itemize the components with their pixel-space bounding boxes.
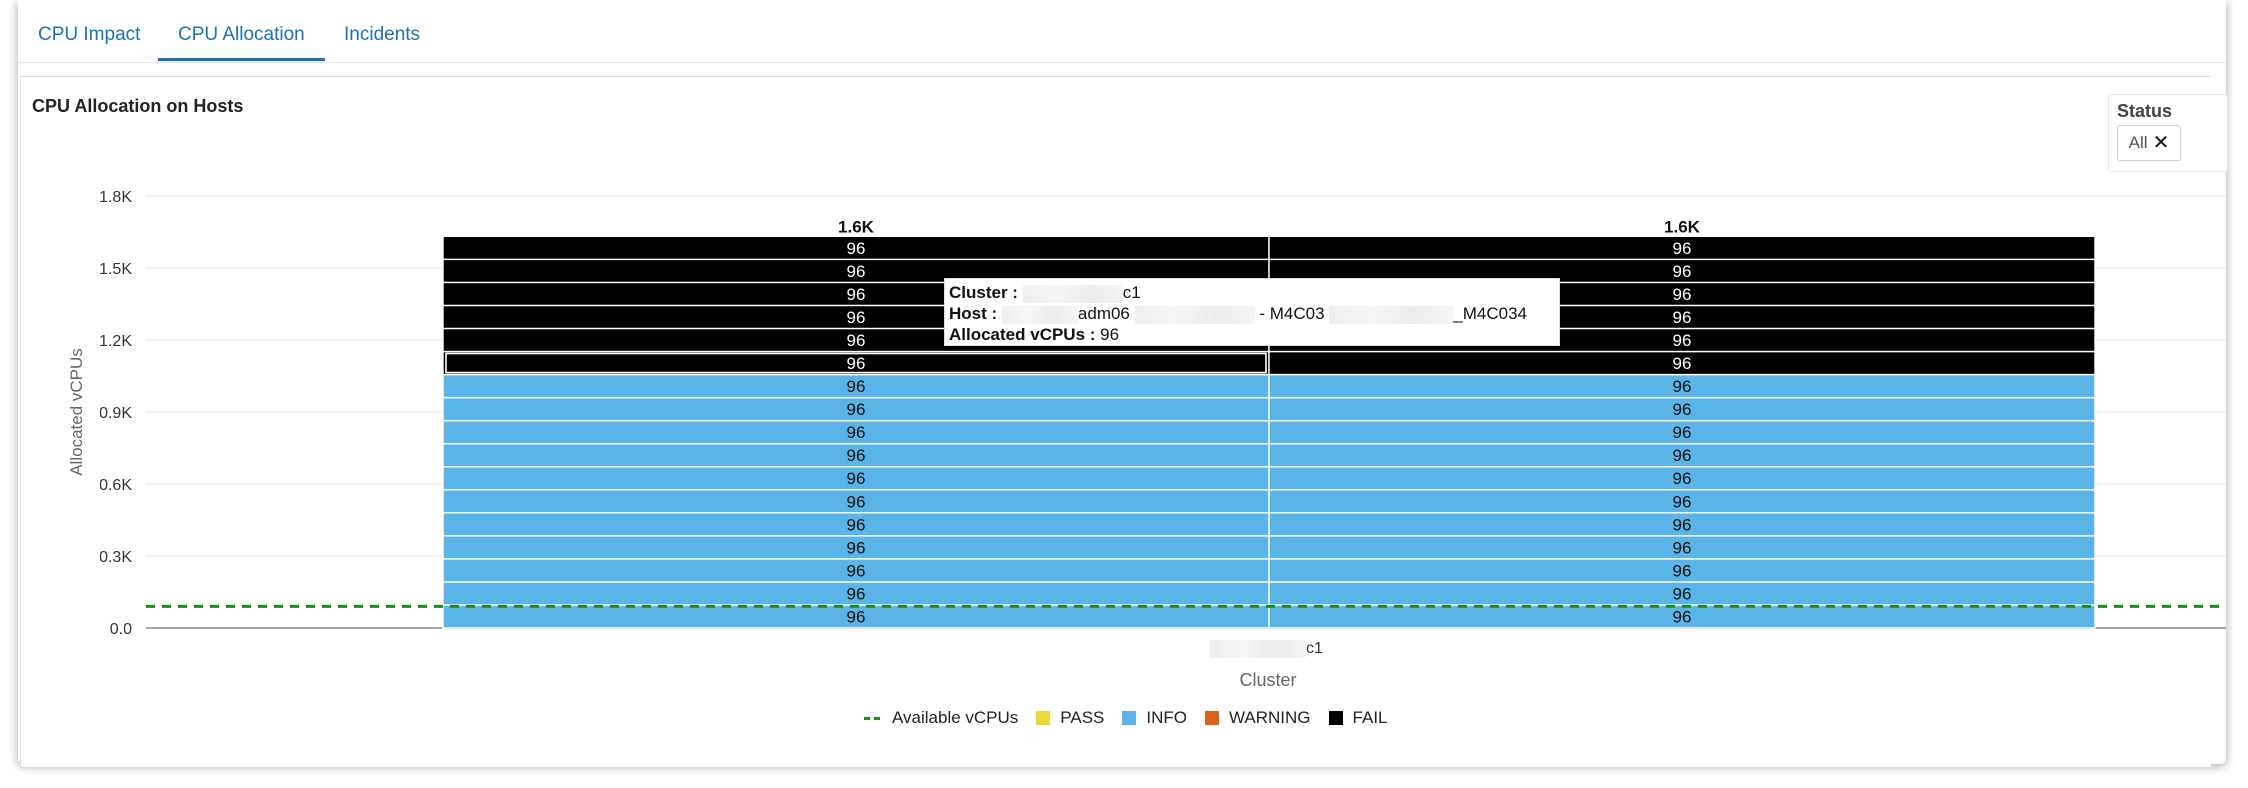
chart-tooltip: Cluster : c1 Host : adm06 - M4C03 _M4C03… (944, 278, 1560, 346)
tab-incidents[interactable]: Incidents (344, 24, 421, 45)
tooltip-host-part1: adm06 (1077, 304, 1130, 323)
tab-bar: CPU Impact CPU Allocation Incidents (18, 0, 2226, 63)
redacted-block (1001, 305, 1078, 324)
legend-label: WARNING (1229, 708, 1311, 727)
legend-label: FAIL (1352, 708, 1388, 727)
chart-legend: Available vCPUs PASS INFO WARNING FAIL (864, 706, 1406, 730)
data-label: 96 (1673, 262, 1692, 281)
data-label: 96 (1673, 469, 1692, 488)
bar-total-label: 1.6K (1664, 217, 1701, 236)
highlighted-segment-outline (445, 352, 1267, 374)
legend-item-pass[interactable]: PASS (1036, 708, 1104, 728)
data-label: 96 (1673, 285, 1692, 304)
legend-item-info[interactable]: INFO (1122, 708, 1187, 728)
tooltip-cluster-label: Cluster : (949, 283, 1018, 302)
data-label: 96 (847, 538, 866, 557)
redacted-block (1022, 284, 1123, 303)
status-filter-chip[interactable]: All ✕ (2117, 125, 2181, 161)
legend-swatch (1205, 711, 1219, 725)
tab-cpu-impact[interactable]: CPU Impact (38, 24, 141, 45)
redacted-block (1210, 640, 1306, 658)
status-filter: Status All ✕ (2108, 94, 2227, 172)
redacted-block (1134, 305, 1255, 324)
data-label: 96 (1673, 561, 1692, 580)
data-label: 96 (847, 400, 866, 419)
data-label: 96 (847, 262, 866, 281)
data-label: 96 (1673, 515, 1692, 534)
tooltip-host-label: Host : (949, 304, 998, 323)
data-label: 96 (1673, 400, 1692, 419)
legend-item-available[interactable]: Available vCPUs (864, 708, 1018, 728)
bar-segment (1268, 235, 2096, 261)
y-tick-label: 1.5K (99, 261, 132, 278)
y-tick-label: 0.0 (110, 621, 132, 638)
panel-title: CPU Allocation on Hosts (32, 96, 244, 116)
data-label: 96 (847, 377, 866, 396)
data-label: 96 (1673, 377, 1692, 396)
legend-item-fail[interactable]: FAIL (1328, 708, 1388, 728)
redacted-block (1329, 305, 1454, 324)
y-tick-label: 1.2K (99, 333, 132, 350)
data-label: 96 (847, 492, 866, 511)
status-filter-value: All (2128, 133, 2148, 152)
legend-label: INFO (1146, 708, 1187, 727)
dashed-line-icon (864, 716, 880, 720)
tooltip-cluster-row: Cluster : c1 (949, 282, 1555, 303)
data-label: 96 (847, 239, 866, 258)
tooltip-alloc-row: Allocated vCPUs : 96 (949, 324, 1555, 345)
legend-swatch (1122, 711, 1137, 725)
tooltip-cluster-value: c1 (1122, 283, 1141, 302)
data-label: 96 (847, 607, 866, 626)
y-axis-title: Allocated vCPUs (67, 348, 86, 476)
data-label: 96 (1673, 446, 1692, 465)
data-label: 96 (1673, 423, 1692, 442)
tab-cpu-allocation[interactable]: CPU Allocation (158, 24, 325, 61)
data-label: 96 (1673, 354, 1692, 373)
y-tick-label: 0.6K (99, 477, 132, 494)
data-label: 96 (1673, 607, 1692, 626)
data-label: 96 (847, 308, 866, 327)
data-label: 96 (847, 469, 866, 488)
data-label: 96 (847, 423, 866, 442)
y-tick-label: 0.3K (99, 549, 132, 566)
data-label: 96 (847, 446, 866, 465)
data-label: 96 (847, 331, 866, 350)
data-label: 96 (1673, 584, 1692, 603)
x-category-text: c1 (1306, 640, 1323, 658)
data-label: 96 (847, 515, 866, 534)
data-label: 96 (847, 561, 866, 580)
status-filter-label: Status (2117, 101, 2173, 121)
data-label: 96 (1673, 308, 1692, 327)
data-label: 96 (1673, 239, 1692, 258)
data-label: 96 (847, 354, 866, 373)
tooltip-alloc-value: 96 (1100, 325, 1120, 344)
legend-label: PASS (1060, 708, 1105, 727)
bar-total-label: 1.6K (838, 217, 875, 236)
legend-swatch (1036, 711, 1051, 725)
x-category-label: c1 (1210, 640, 1323, 658)
legend-swatch (1328, 711, 1343, 725)
data-label: 96 (1673, 538, 1692, 557)
data-label: 96 (1673, 492, 1692, 511)
data-label: 96 (1673, 331, 1692, 350)
data-label: 96 (847, 285, 866, 304)
legend-item-warning[interactable]: WARNING (1205, 708, 1311, 728)
data-label: 96 (847, 584, 866, 603)
tooltip-host-row: Host : adm06 - M4C03 _M4C034 (949, 303, 1555, 324)
close-icon[interactable]: ✕ (2152, 132, 2170, 154)
tooltip-host-part2: - M4C03 (1259, 304, 1325, 323)
y-tick-label: 1.8K (99, 189, 132, 206)
x-axis-title: Cluster (1239, 670, 1296, 690)
tooltip-host-part3: _M4C034 (1453, 304, 1527, 323)
tooltip-alloc-label: Allocated vCPUs : (949, 325, 1096, 344)
legend-label: Available vCPUs (892, 708, 1019, 727)
y-tick-label: 0.9K (99, 405, 132, 422)
